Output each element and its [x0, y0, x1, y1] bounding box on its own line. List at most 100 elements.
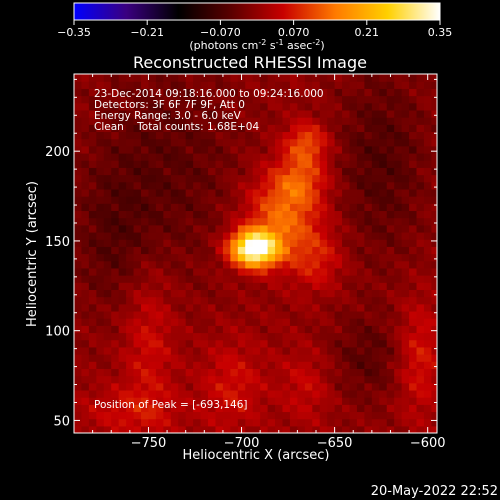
heatmap-cell [282, 160, 291, 168]
heatmap-cell [252, 138, 261, 147]
heatmap-cell [409, 109, 418, 118]
heatmap-cell [342, 275, 351, 283]
heatmap-cell [141, 145, 150, 154]
heatmap-cell [394, 267, 403, 276]
heatmap-cell [386, 310, 395, 319]
heatmap-cell [215, 109, 224, 118]
heatmap-cell [155, 138, 164, 147]
heatmap-cell [342, 375, 351, 384]
heatmap-cell [401, 318, 410, 326]
heatmap-cell [334, 88, 343, 97]
heatmap-cell [126, 275, 135, 283]
heatmap-cell [289, 318, 298, 326]
heatmap-cell [394, 196, 403, 204]
heatmap-cell [118, 361, 127, 369]
heatmap-cell [297, 289, 306, 298]
heatmap-cell [96, 74, 105, 82]
heatmap-cell [111, 418, 120, 427]
heatmap-cell [289, 397, 298, 405]
heatmap-cell [230, 253, 239, 262]
heatmap-cell [260, 217, 269, 226]
heatmap-cell [96, 102, 105, 111]
heatmap-cell [88, 138, 97, 147]
heatmap-cell [118, 196, 127, 204]
heatmap-cell [103, 368, 112, 377]
heatmap-cell [416, 267, 425, 276]
heatmap-cell [193, 124, 202, 133]
heatmap-cell [215, 404, 224, 413]
heatmap-cell [215, 196, 224, 204]
heatmap-cell [237, 217, 246, 226]
heatmap-cell [155, 267, 164, 276]
heatmap-cell [401, 74, 410, 82]
heatmap-cell [185, 332, 194, 341]
heatmap-cell [356, 404, 365, 413]
heatmap-cell [81, 239, 90, 247]
heatmap-cell [141, 339, 150, 348]
heatmap-cell [245, 418, 254, 427]
heatmap-cell [237, 231, 246, 240]
heatmap-cell [260, 117, 269, 125]
heatmap-cell [215, 145, 224, 154]
heatmap-cell [371, 217, 380, 226]
heatmap-cell [275, 131, 284, 140]
heatmap-cell [267, 339, 276, 348]
heatmap-cell [312, 88, 321, 97]
colorbar [73, 2, 441, 21]
heatmap-cell [193, 224, 202, 233]
heatmap-cell [356, 131, 365, 140]
heatmap-cell [275, 145, 284, 154]
heatmap-cell [267, 346, 276, 355]
heatmap-cell [193, 346, 202, 355]
heatmap-cell [409, 95, 418, 104]
heatmap-cell [96, 117, 105, 125]
heatmap-cell [334, 260, 343, 269]
heatmap-cell [423, 95, 433, 104]
heatmap-cell [81, 275, 90, 283]
heatmap-cell [74, 289, 83, 298]
y-axis-label: Heliocentric Y (arcsec) [25, 181, 40, 327]
heatmap-cell [260, 303, 269, 312]
heatmap-cell [208, 131, 217, 140]
heatmap-cell [342, 117, 351, 125]
heatmap-cell [74, 425, 83, 433]
heatmap-cell [170, 74, 179, 82]
heatmap-cell [275, 275, 284, 283]
heatmap-cell [118, 160, 127, 168]
heatmap-cell [222, 95, 231, 104]
heatmap-cell [282, 404, 291, 413]
heatmap-cell [74, 361, 83, 369]
heatmap-cell [282, 425, 291, 433]
heatmap-cell [111, 181, 120, 190]
heatmap-cell [267, 95, 276, 104]
heatmap-cell [111, 354, 120, 362]
heatmap-cell [170, 346, 179, 355]
heatmap-cell [334, 404, 343, 413]
heatmap-cell [386, 131, 395, 140]
heatmap-cell [297, 203, 306, 212]
heatmap-cell [319, 382, 328, 391]
heatmap-cell [222, 131, 231, 140]
heatmap-cell [260, 188, 269, 197]
heatmap-cell [379, 138, 388, 147]
heatmap-cell [304, 124, 313, 133]
heatmap-cell [237, 95, 246, 104]
heatmap-cell [334, 188, 343, 197]
heatmap-cell [386, 138, 395, 147]
heatmap-cell [334, 282, 343, 290]
heatmap-cell [163, 231, 172, 240]
heatmap-cell [148, 174, 157, 183]
heatmap-cell [327, 260, 336, 269]
heatmap-cell [386, 260, 395, 269]
heatmap-cell [364, 95, 373, 104]
heatmap-cell [103, 196, 112, 204]
heatmap-cell [252, 411, 261, 420]
heatmap-cell [282, 375, 291, 384]
heatmap-cell [237, 253, 246, 262]
heatmap-cell [364, 138, 373, 147]
heatmap-cell [327, 339, 336, 348]
heatmap-cell [103, 95, 112, 104]
heatmap-cell [133, 188, 142, 197]
heatmap-cell [349, 404, 358, 413]
